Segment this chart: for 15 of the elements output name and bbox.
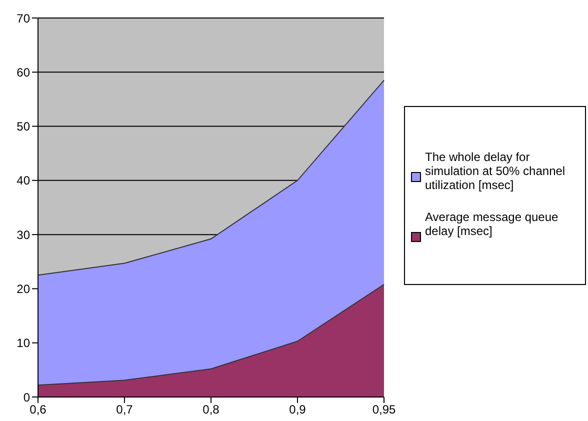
text: Average message queue delay [msec] — [425, 210, 560, 238]
legend-label: The whole delay for simulation at 50% channel utilization [msec] — [425, 150, 566, 192]
y-tick-label: 50 — [16, 120, 30, 134]
y-tick-label: 10 — [16, 336, 30, 350]
x-tick-label: 0,7 — [116, 402, 134, 417]
x-tick-label: 0,8 — [202, 402, 220, 417]
y-tick-label: 40 — [16, 174, 30, 188]
y-tick-label: 70 — [16, 11, 30, 26]
y-tick-label: 60 — [16, 65, 30, 80]
y-tick-label: 0 — [23, 390, 30, 404]
y-tick-label: 20 — [16, 282, 30, 296]
x-tick-label: 0,9 — [289, 402, 306, 417]
x-tick-label: 0,6 — [30, 402, 47, 417]
x-tick-label: 0,95 — [372, 402, 396, 417]
y-tick-label: 30 — [16, 228, 30, 242]
